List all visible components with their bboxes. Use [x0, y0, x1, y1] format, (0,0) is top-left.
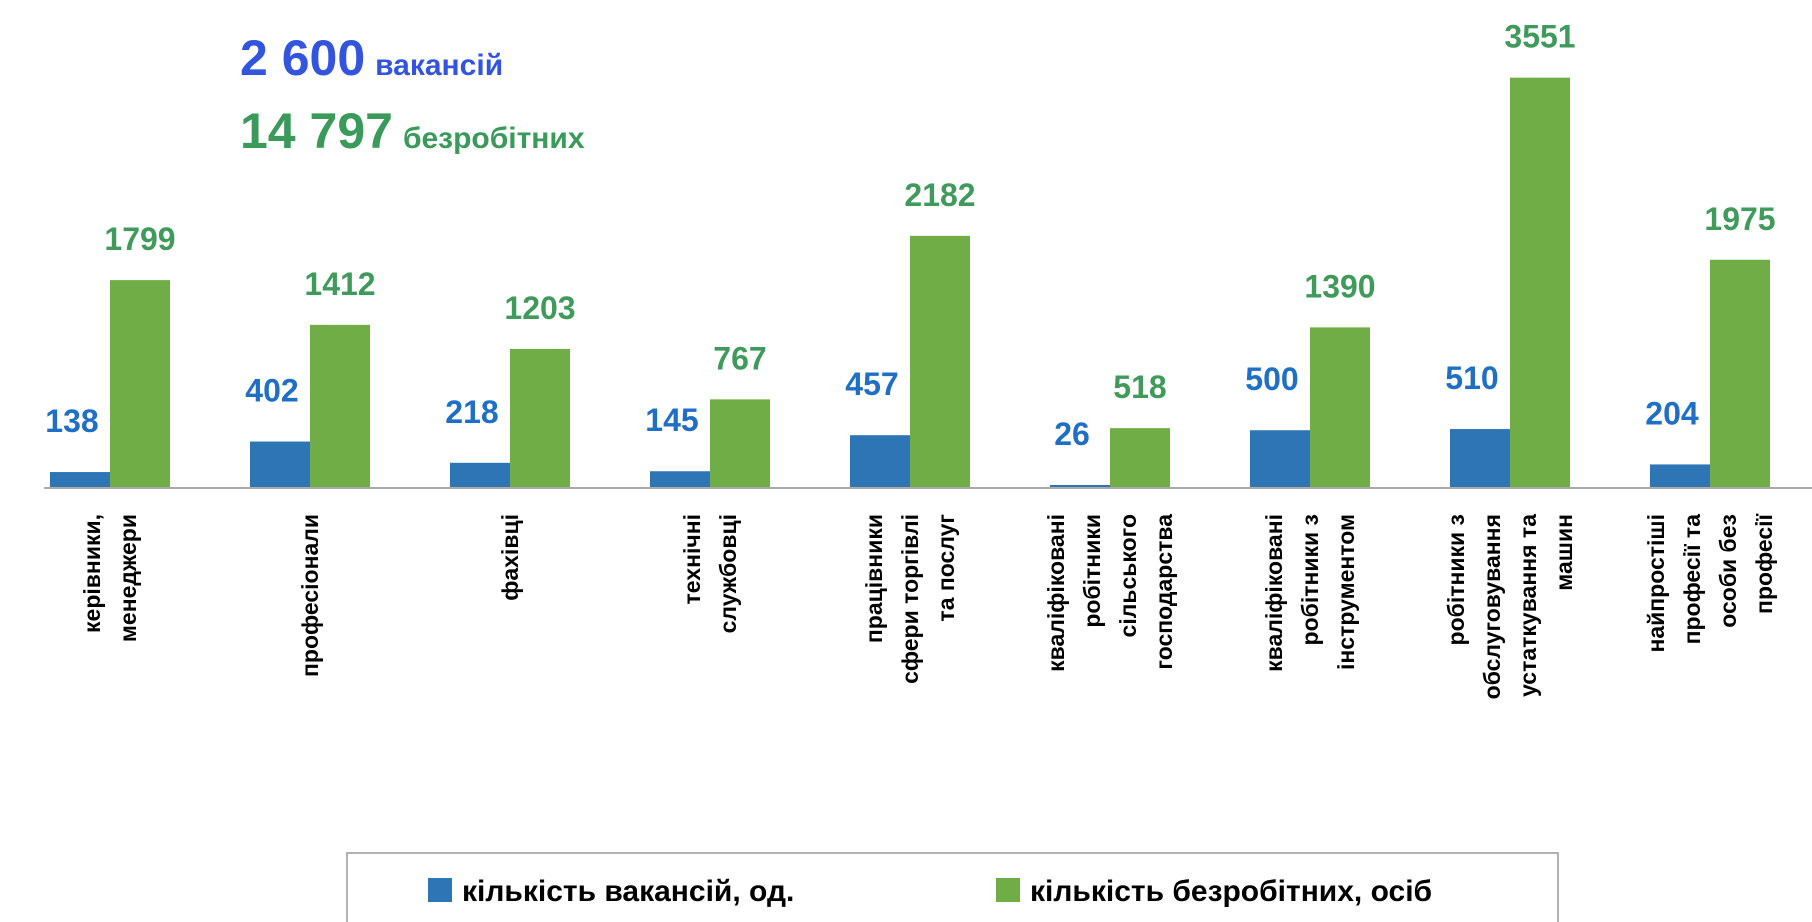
x-tick-label: професії — [1751, 513, 1777, 613]
annotation-number: 2 600 — [240, 30, 365, 86]
value-label: 510 — [1445, 360, 1498, 396]
x-tick-label: робітники — [1079, 514, 1105, 628]
annotation-text: вакансій — [375, 49, 503, 82]
x-tick-label: особи без — [1715, 514, 1741, 628]
x-tick-label: керівники, — [79, 514, 105, 633]
bar — [50, 472, 110, 488]
x-tick-label: робітники з — [1297, 514, 1323, 645]
bar — [450, 462, 510, 488]
value-label: 1799 — [104, 221, 175, 257]
value-label: 218 — [445, 394, 498, 430]
value-label: 500 — [1245, 361, 1298, 397]
bar — [1650, 464, 1710, 488]
x-tick-label: технічні — [679, 514, 705, 604]
x-tick-label: фахівці — [497, 514, 523, 601]
legend-label: кількість безробітних, осіб — [1030, 875, 1432, 908]
bar — [1450, 429, 1510, 488]
x-tick-label: сфери торгівлі — [897, 514, 923, 684]
value-label: 1975 — [1704, 201, 1775, 237]
x-tick-label: професіонали — [297, 514, 323, 677]
value-label: 145 — [645, 402, 698, 438]
x-tick-label: устаткування та — [1515, 514, 1541, 697]
bar — [1110, 428, 1170, 488]
legend-swatch — [428, 878, 452, 902]
bar — [850, 435, 910, 488]
x-tick-label: сільського — [1115, 514, 1141, 637]
value-label: 3551 — [1504, 19, 1575, 55]
bar — [1050, 484, 1110, 488]
x-tick-label: господарства — [1151, 514, 1177, 670]
x-tick-label: кваліфіковані — [1261, 514, 1287, 672]
annotation: 2 600 вакансій — [240, 30, 503, 86]
bar — [310, 324, 370, 488]
bar — [650, 471, 710, 488]
x-tick-label: кваліфіковані — [1043, 514, 1069, 672]
legend-box — [346, 852, 1559, 922]
value-label: 1203 — [504, 290, 575, 326]
value-label: 1390 — [1304, 268, 1375, 304]
bar — [1710, 259, 1770, 488]
bar — [710, 399, 770, 488]
x-tick-label: найпростіші — [1643, 514, 1669, 653]
bar — [510, 348, 570, 488]
bar — [910, 235, 970, 488]
x-tick-label: робітники з — [1443, 514, 1469, 645]
x-tick-label: менеджери — [115, 514, 141, 642]
value-label: 26 — [1054, 416, 1090, 452]
x-tick-label: професії та — [1679, 514, 1705, 645]
annotation-number: 14 797 — [240, 103, 393, 159]
value-label: 1412 — [304, 266, 375, 302]
x-tick-label: інструментом — [1333, 514, 1359, 670]
value-label: 204 — [1645, 395, 1699, 431]
x-tick-label: та послуг — [933, 514, 959, 622]
bar — [110, 280, 170, 488]
annotation: 14 797 безробітних — [240, 103, 585, 159]
legend-swatch — [996, 878, 1020, 902]
bar — [1250, 430, 1310, 488]
legend-label: кількість вакансій, од. — [462, 875, 794, 908]
value-label: 138 — [45, 403, 98, 439]
x-tick-label: службовці — [715, 514, 741, 633]
bar — [1510, 77, 1570, 488]
bar — [250, 441, 310, 488]
value-label: 2182 — [904, 177, 975, 213]
value-label: 402 — [245, 373, 298, 409]
value-label: 457 — [845, 366, 898, 402]
x-tick-label: обслуговування — [1479, 514, 1505, 699]
x-tick-label: машин — [1551, 514, 1577, 591]
value-label: 518 — [1113, 369, 1166, 405]
x-tick-label: працівники — [861, 514, 887, 643]
bar — [1310, 327, 1370, 488]
value-label: 767 — [713, 340, 766, 376]
annotation-text: безробітних — [403, 122, 585, 155]
